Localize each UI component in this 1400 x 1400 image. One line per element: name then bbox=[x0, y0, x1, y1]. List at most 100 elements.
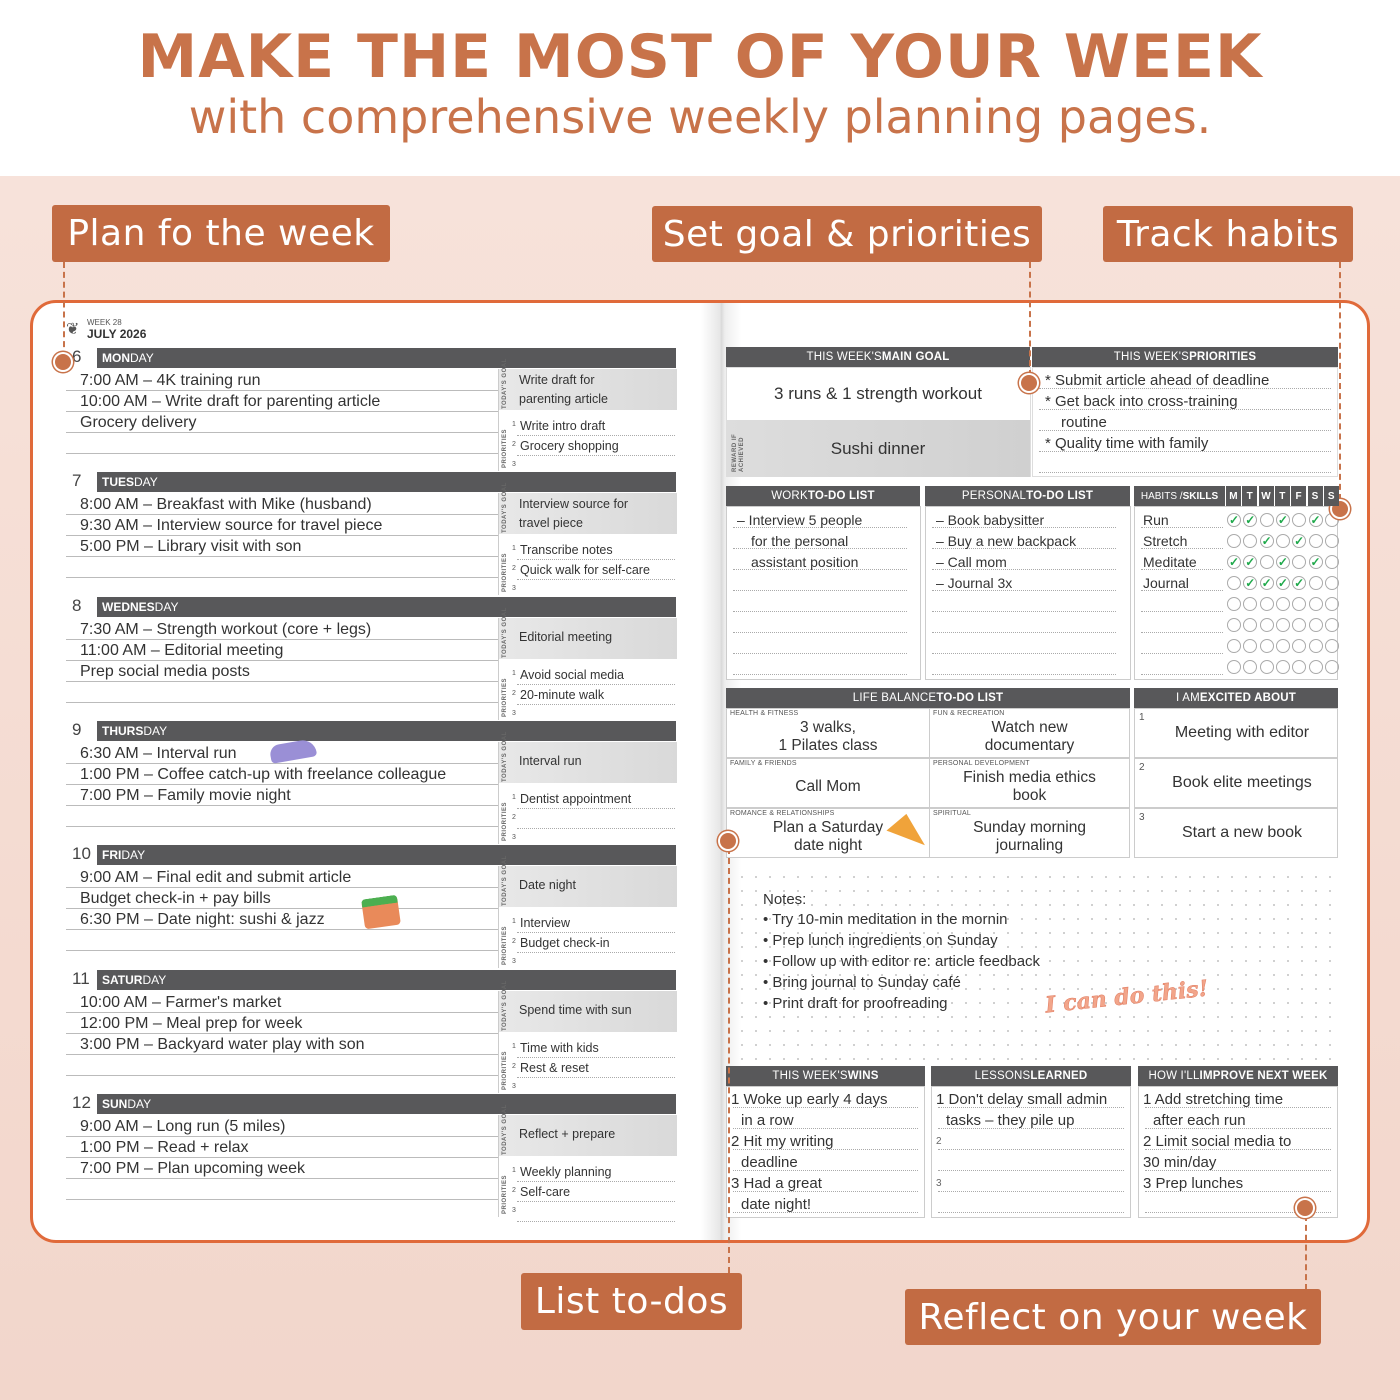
habit-checkbox-checked[interactable]: ✓ bbox=[1275, 555, 1290, 569]
life-balance-cell-family-friends[interactable]: FAMILY & FRIENDS Call Mom bbox=[726, 758, 930, 808]
wins-box[interactable]: 1 Woke up early 4 days in a row 2 Hit my w… bbox=[726, 1086, 925, 1218]
habit-checkbox[interactable] bbox=[1292, 639, 1307, 653]
habit-checkbox-checked[interactable]: ✓ bbox=[1227, 513, 1241, 527]
priority-item[interactable]: Time with kids bbox=[520, 1041, 599, 1055]
schedule-entry[interactable]: 12:00 PM – Meal prep for week bbox=[80, 1015, 303, 1032]
habit-checkbox[interactable] bbox=[1308, 576, 1323, 590]
habit-checkbox[interactable] bbox=[1308, 618, 1323, 632]
note-item[interactable]: • Try 10-min meditation in the mornin bbox=[763, 911, 1008, 928]
habit-checkbox[interactable] bbox=[1324, 513, 1339, 527]
habit-checkbox[interactable] bbox=[1324, 660, 1339, 674]
habit-checkbox[interactable] bbox=[1243, 534, 1258, 548]
habit-checkbox[interactable] bbox=[1292, 513, 1307, 527]
note-item[interactable]: • Follow up with editor re: article feed… bbox=[763, 953, 1041, 970]
schedule-entry[interactable]: 7:00 PM – Family movie night bbox=[80, 787, 291, 804]
todays-goal-box[interactable] bbox=[499, 991, 677, 1032]
schedule-entry[interactable]: 9:30 AM – Interview source for travel pi… bbox=[80, 517, 383, 534]
reward-box[interactable] bbox=[727, 420, 1030, 477]
habit-checkbox-checked[interactable]: ✓ bbox=[1243, 555, 1258, 569]
schedule-entry[interactable]: Budget check-in + pay bills bbox=[80, 890, 271, 907]
schedule-entry[interactable]: Grocery delivery bbox=[80, 414, 197, 431]
priority-item[interactable]: 20-minute walk bbox=[520, 688, 605, 702]
todo-item[interactable]: for the personal bbox=[751, 533, 849, 549]
personal-todo-list[interactable]: – Book babysitter – Buy a new backpack – C… bbox=[925, 506, 1131, 680]
priorities-box[interactable]: * Submit article ahead of deadline * Get … bbox=[1032, 367, 1338, 477]
schedule-entry[interactable]: 9:00 AM – Final edit and submit article bbox=[80, 869, 352, 886]
habit-checkbox[interactable] bbox=[1324, 597, 1339, 611]
note-item[interactable]: • Bring journal to Sunday café bbox=[763, 974, 961, 991]
habit-checkbox[interactable] bbox=[1308, 639, 1323, 653]
todo-item[interactable]: assistant position bbox=[751, 554, 859, 570]
habit-checkbox[interactable] bbox=[1292, 660, 1307, 674]
habit-checkbox[interactable] bbox=[1259, 555, 1274, 569]
priority-item[interactable]: Write intro draft bbox=[520, 419, 606, 433]
habit-checkbox[interactable] bbox=[1227, 534, 1241, 548]
habit-checkbox[interactable] bbox=[1227, 639, 1241, 653]
habit-checkbox[interactable] bbox=[1292, 555, 1307, 569]
priority-item[interactable]: Budget check-in bbox=[520, 936, 610, 950]
habit-checkbox[interactable] bbox=[1275, 639, 1290, 653]
excited-item[interactable]: 3 Start a new book bbox=[1134, 808, 1338, 858]
habit-checkbox[interactable] bbox=[1324, 534, 1339, 548]
todo-item[interactable]: – Journal 3x bbox=[936, 575, 1013, 591]
lessons-box[interactable]: 1 Don't delay small admin tasks – they pi… bbox=[931, 1086, 1131, 1218]
habit-checkbox[interactable] bbox=[1324, 576, 1339, 590]
habit-checkbox[interactable] bbox=[1227, 618, 1241, 632]
note-item[interactable]: • Prep lunch ingredients on Sunday bbox=[763, 932, 998, 949]
habit-checkbox-checked[interactable]: ✓ bbox=[1275, 576, 1290, 590]
todays-goal-box[interactable] bbox=[499, 742, 677, 783]
priority-item[interactable]: Dentist appointment bbox=[520, 792, 632, 806]
habit-checkbox-checked[interactable]: ✓ bbox=[1259, 576, 1274, 590]
life-balance-cell-spiritual[interactable]: SPIRITUAL Sunday morning journaling bbox=[929, 808, 1130, 858]
habit-checkbox-checked[interactable]: ✓ bbox=[1292, 576, 1307, 590]
todays-goal-box[interactable] bbox=[499, 618, 677, 659]
priority-item[interactable]: * Quality time with family bbox=[1045, 435, 1209, 452]
priority-item[interactable]: routine bbox=[1061, 414, 1107, 431]
todays-goal-box[interactable] bbox=[499, 866, 677, 907]
schedule-entry[interactable]: 9:00 AM – Long run (5 miles) bbox=[80, 1118, 286, 1135]
schedule-entry[interactable]: 6:30 PM – Date night: sushi & jazz bbox=[80, 911, 325, 928]
habit-checkbox[interactable] bbox=[1275, 534, 1290, 548]
habit-checkbox-checked[interactable]: ✓ bbox=[1308, 513, 1323, 527]
habit-checkbox[interactable] bbox=[1324, 618, 1339, 632]
improve-box[interactable]: 1 Add stretching time after each run 2 Lim… bbox=[1138, 1086, 1338, 1218]
excited-item[interactable]: 2 Book elite meetings bbox=[1134, 758, 1338, 808]
priority-item[interactable]: Interview bbox=[520, 916, 571, 930]
habit-checkbox[interactable] bbox=[1243, 639, 1258, 653]
todo-item[interactable]: – Book babysitter bbox=[936, 512, 1045, 528]
work-todo-list[interactable]: – Interview 5 people for the personal assi… bbox=[726, 506, 921, 680]
schedule-entry[interactable]: 11:00 AM – Editorial meeting bbox=[80, 642, 284, 659]
schedule-entry[interactable]: 5:00 PM – Library visit with son bbox=[80, 538, 302, 555]
todays-goal-box[interactable] bbox=[499, 493, 677, 534]
priority-item[interactable]: Self-care bbox=[520, 1185, 571, 1199]
life-balance-cell-fun-recreation[interactable]: FUN & RECREATION Watch new documentary bbox=[929, 708, 1130, 758]
todo-item[interactable]: – Interview 5 people bbox=[737, 512, 863, 528]
habit-checkbox[interactable] bbox=[1308, 534, 1323, 548]
habit-checkbox[interactable] bbox=[1275, 660, 1290, 674]
habit-checkbox[interactable] bbox=[1259, 660, 1274, 674]
habit-checkbox[interactable] bbox=[1243, 660, 1258, 674]
habit-checkbox-checked[interactable]: ✓ bbox=[1275, 513, 1290, 527]
priority-item[interactable]: Rest & reset bbox=[520, 1061, 589, 1075]
habit-checkbox[interactable] bbox=[1243, 618, 1258, 632]
habit-checkbox[interactable] bbox=[1275, 618, 1290, 632]
habit-checkbox[interactable] bbox=[1227, 660, 1241, 674]
schedule-entry[interactable]: 7:30 AM – Strength workout (core + legs) bbox=[80, 621, 372, 638]
habit-checkbox[interactable] bbox=[1259, 618, 1274, 632]
schedule-entry[interactable]: 7:00 PM – Plan upcoming week bbox=[80, 1160, 306, 1177]
schedule-entry[interactable]: 7:00 AM – 4K training run bbox=[80, 372, 261, 389]
priority-item[interactable]: Grocery shopping bbox=[520, 439, 619, 453]
priority-item[interactable]: * Submit article ahead of deadline bbox=[1045, 372, 1270, 389]
life-balance-cell-romance-relationships[interactable]: ROMANCE & RELATIONSHIPS Plan a Saturday da… bbox=[726, 808, 930, 858]
habit-checkbox-checked[interactable]: ✓ bbox=[1308, 555, 1323, 569]
schedule-entry[interactable]: 6:30 AM – Interval run bbox=[80, 745, 237, 762]
schedule-entry[interactable]: Prep social media posts bbox=[80, 663, 250, 680]
habit-checkbox[interactable] bbox=[1324, 555, 1339, 569]
life-balance-cell-health-fitness[interactable]: HEALTH & FITNESS 3 walks, 1 Pilates class bbox=[726, 708, 930, 758]
habit-checkbox[interactable] bbox=[1292, 597, 1307, 611]
life-balance-cell-personal-development[interactable]: PERSONAL DEVELOPMENT Finish media ethics b… bbox=[929, 758, 1130, 808]
schedule-entry[interactable]: 10:00 AM – Farmer's market bbox=[80, 994, 282, 1011]
habit-checkbox-checked[interactable]: ✓ bbox=[1243, 513, 1258, 527]
habit-checkbox[interactable] bbox=[1227, 597, 1241, 611]
schedule-entry[interactable]: 10:00 AM – Write draft for parenting art… bbox=[80, 393, 381, 410]
